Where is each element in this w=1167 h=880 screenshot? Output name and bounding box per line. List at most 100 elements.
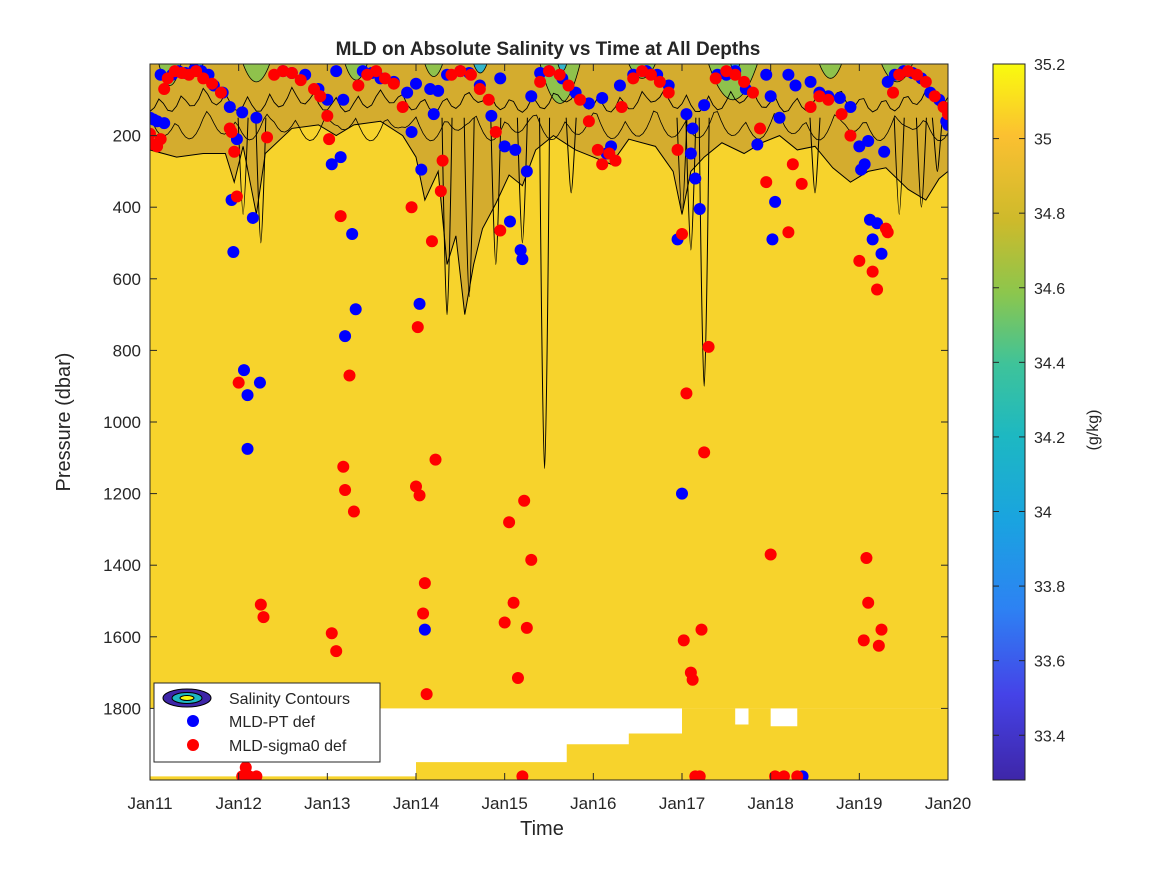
contour-line-mid <box>150 110 948 142</box>
mld-pt-point <box>769 195 782 208</box>
contour-line-14 <box>931 117 943 172</box>
mld-pt-point <box>415 163 428 176</box>
mld-sigma0-point <box>591 143 604 156</box>
mld-pt-point <box>789 79 802 92</box>
mld-sigma0-point <box>928 90 941 103</box>
mld-sigma0-point <box>872 639 885 652</box>
x-tick-label: Jan16 <box>570 794 616 813</box>
mld-pt-point <box>337 93 350 106</box>
mld-sigma0-point <box>321 109 334 122</box>
mld-sigma0-point <box>746 86 759 99</box>
colorbar-tick-label: 35.2 <box>1034 57 1065 74</box>
mld-sigma0-point <box>609 154 622 167</box>
legend-label-contours: Salinity Contours <box>229 691 350 708</box>
mld-sigma0-point <box>693 770 706 780</box>
mld-sigma0-point <box>420 688 433 701</box>
mld-sigma0-point <box>698 446 711 459</box>
colorbar-tick-label: 34.8 <box>1034 206 1065 223</box>
mld-pt-point <box>158 117 171 130</box>
mld-pt-point <box>427 108 440 121</box>
mld-pt-point <box>227 245 240 258</box>
mld-sigma0-point <box>411 321 424 334</box>
mld-sigma0-point <box>197 72 210 85</box>
mld-sigma0-point <box>436 154 449 167</box>
mld-sigma0-point <box>729 68 742 81</box>
mld-sigma0-point <box>680 387 693 400</box>
mld-sigma0-point <box>615 100 628 113</box>
mld-sigma0-point <box>323 133 336 146</box>
mld-pt-point <box>833 92 846 105</box>
mld-pt-point <box>858 158 871 171</box>
legend-item-mld-sigma0: MLD-sigma0 def <box>187 738 347 755</box>
plot-area <box>150 64 948 780</box>
mld-sigma0-marker-icon <box>187 739 199 751</box>
mld-sigma0-point <box>738 75 751 88</box>
mld-sigma0-point <box>791 770 804 780</box>
mld-sigma0-point <box>378 72 391 85</box>
mld-pt-point <box>236 106 249 119</box>
mld-pt-point <box>334 151 347 164</box>
x-tick-label: Jan11 <box>127 794 172 813</box>
mld-pt-point <box>698 99 711 112</box>
mld-sigma0-point <box>887 86 900 99</box>
mld-sigma0-point <box>857 634 870 647</box>
mld-pt-point <box>237 364 250 377</box>
mld-pt-point <box>241 442 254 455</box>
mld-sigma0-point <box>261 131 274 144</box>
mld-sigma0-point <box>150 127 156 140</box>
mld-sigma0-point <box>516 770 529 780</box>
legend-label-mld-pt: MLD-PT def <box>229 714 316 731</box>
mld-pt-point <box>514 244 527 257</box>
mld-sigma0-point <box>875 623 888 636</box>
mld-sigma0-point <box>352 79 365 92</box>
colorbar-tick-label: 33.4 <box>1034 728 1065 745</box>
mld-pt-point <box>693 202 706 215</box>
mld-pt-point <box>516 253 529 266</box>
mld-sigma0-point <box>686 673 699 686</box>
contour-line-13 <box>915 117 927 208</box>
mld-sigma0-point <box>795 177 808 190</box>
mld-sigma0-point <box>910 68 923 81</box>
mld-sigma0-point <box>676 228 688 241</box>
mld-sigma0-point <box>754 122 767 135</box>
mld-pt-point <box>866 233 879 246</box>
x-tick-label: Jan19 <box>836 794 882 813</box>
mld-sigma0-point <box>786 158 799 171</box>
x-axis-label: Time <box>520 818 564 840</box>
contour-swatch-core <box>179 695 195 701</box>
mld-pt-point <box>349 303 362 316</box>
mld-sigma0-point <box>782 226 795 239</box>
field-lower-layer <box>150 708 948 780</box>
mld-sigma0-point <box>653 75 666 88</box>
colorbar-gradient <box>992 63 1026 781</box>
mld-pt-point <box>413 297 426 310</box>
colorbar-tick-label: 33.6 <box>1034 654 1065 671</box>
contour-line-3 <box>463 117 475 298</box>
mld-sigma0-point <box>396 100 409 113</box>
mld-pt-point <box>686 122 699 135</box>
mld-pt-point <box>418 623 431 636</box>
mld-sigma0-point <box>871 283 884 296</box>
mld-pt-point <box>405 126 418 139</box>
x-tick-label: Jan17 <box>659 794 705 813</box>
mld-sigma0-point <box>370 65 383 78</box>
mld-sigma0-point <box>232 376 245 389</box>
mld-sigma0-point <box>562 79 575 92</box>
mld-sigma0-point <box>489 126 502 139</box>
mld-sigma0-point <box>919 75 932 88</box>
mld-sigma0-point <box>596 158 609 171</box>
mld-sigma0-point <box>434 185 447 198</box>
mld-pt-point <box>766 233 779 246</box>
mld-sigma0-point <box>154 133 167 146</box>
mld-sigma0-point <box>853 254 866 267</box>
mld-sigma0-point <box>482 93 495 106</box>
mld-sigma0-series <box>150 65 948 780</box>
mld-sigma0-point <box>677 634 690 647</box>
mld-sigma0-point <box>425 235 438 248</box>
mld-sigma0-point <box>574 93 587 106</box>
mld-sigma0-point <box>294 74 307 87</box>
mld-sigma0-point <box>709 72 722 85</box>
contour-line-1 <box>255 117 267 244</box>
mld-sigma0-point <box>518 494 531 507</box>
